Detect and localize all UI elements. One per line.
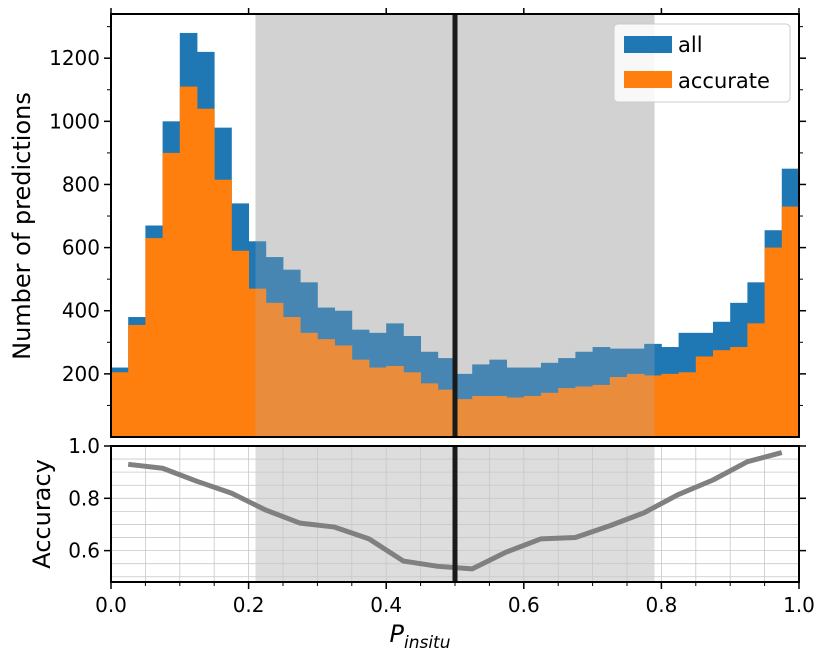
- histogram-panel: 200 400 600 800 1000 1200 Number of predictio…: [8, 8, 806, 438]
- accurate-bar: [369, 367, 387, 437]
- accurate-bar: [455, 399, 473, 437]
- accurate-bar: [214, 179, 232, 438]
- y-tick-label: 0.8: [68, 486, 100, 510]
- x-tick-label: 0.4: [370, 593, 402, 617]
- x-tick-label: 0.0: [95, 593, 127, 617]
- y-tick-label: 0.6: [68, 539, 100, 563]
- accurate-bar: [403, 372, 421, 437]
- accurate-bar: [179, 86, 198, 437]
- y-tick-label: 800: [62, 172, 100, 196]
- accurate-bar: [437, 389, 456, 437]
- legend-label-all: all: [678, 33, 703, 57]
- accurate-bar: [420, 383, 439, 437]
- histogram-ylabel: Number of predictions: [8, 92, 36, 360]
- accurate-bar: [575, 386, 593, 437]
- accurate-bar: [248, 288, 267, 437]
- legend-swatch-all: [624, 36, 672, 53]
- accurate-bar: [334, 345, 353, 437]
- accurate-bar: [781, 206, 800, 437]
- x-axis-label-sub: insitu: [404, 633, 451, 653]
- y-tick-label: 1000: [49, 109, 100, 133]
- x-tick-label: 0.2: [233, 593, 265, 617]
- accurate-bar: [351, 359, 370, 437]
- histogram-frame: [110, 13, 800, 438]
- accurate-bar: [695, 356, 714, 437]
- accuracy-ylabel: Accuracy: [28, 459, 56, 569]
- accurate-bar: [627, 373, 645, 437]
- legend-label-accurate: accurate: [678, 69, 770, 93]
- accuracy-panel: 0.6 0.8 1.0 0.0 0.2 0.4 0.6 0.8 1.0 Accuracy Pi…: [28, 434, 815, 653]
- accurate-bar: [300, 332, 318, 437]
- y-tick-label: 600: [62, 236, 100, 260]
- accurate-bar: [162, 152, 181, 438]
- accurate-bar: [609, 377, 628, 437]
- accurate-bar: [592, 384, 611, 437]
- accurate-bar: [472, 395, 490, 437]
- accurate-bar: [145, 238, 163, 437]
- x-tick-label: 0.8: [645, 593, 677, 617]
- accurate-bar: [661, 373, 679, 437]
- accurate-bar: [747, 323, 765, 437]
- accurate-bar: [558, 388, 576, 437]
- x-tick-label: 0.6: [508, 593, 540, 617]
- accurate-bar: [265, 302, 284, 437]
- accurate-bar: [283, 317, 301, 437]
- y-tick-label: 400: [62, 299, 100, 323]
- accurate-bar: [489, 395, 507, 437]
- accurate-bar: [523, 395, 542, 437]
- x-axis-label-main: P: [389, 620, 404, 648]
- accurate-bar: [231, 250, 249, 437]
- accurate-bar: [197, 108, 215, 438]
- accurate-bar: [128, 324, 146, 437]
- accurate-bar: [644, 375, 662, 437]
- accurate-bar: [678, 372, 697, 437]
- accurate-bar: [111, 372, 129, 437]
- accurate-bar: [317, 339, 335, 437]
- legend-swatch-accurate: [624, 71, 672, 88]
- y-tick-label: 200: [62, 362, 100, 386]
- x-axis-label: Pinsitu: [389, 620, 450, 653]
- accurate-bar: [541, 392, 559, 437]
- legend: all accurate: [613, 23, 791, 103]
- x-tick-label: 1.0: [783, 593, 815, 617]
- y-tick-label: 1.0: [68, 434, 100, 458]
- accurate-bar: [506, 397, 525, 437]
- y-tick-label: 1200: [49, 46, 100, 70]
- accurate-bar: [713, 350, 731, 437]
- accurate-bar: [386, 365, 404, 437]
- accurate-bar: [764, 247, 783, 437]
- accurate-bar: [730, 347, 748, 437]
